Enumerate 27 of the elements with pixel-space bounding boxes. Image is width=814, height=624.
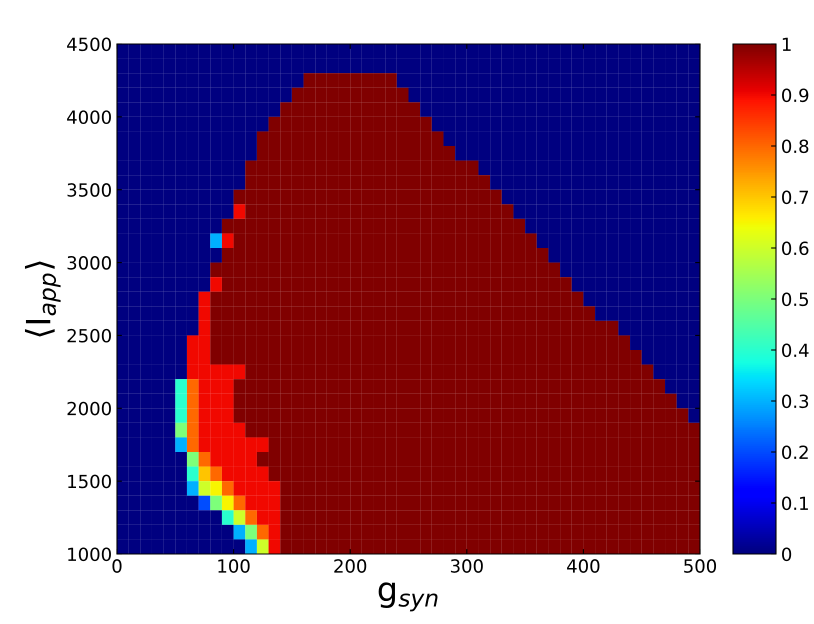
y-tick-label: 4500 <box>67 37 111 52</box>
x-axis-title: g$_{syn}$ <box>378 582 438 612</box>
x-tick-label: 300 <box>450 559 483 573</box>
color-bar-label: 0.6 <box>782 241 808 256</box>
x-tick-label: 0 <box>112 559 122 573</box>
color-bar-label: 0.3 <box>782 394 808 408</box>
y-tick-label: 1000 <box>68 547 111 562</box>
y-tick-label: 4000 <box>67 110 111 124</box>
y-tick-label: 1500 <box>68 474 111 488</box>
color-bar-label: 0.4 <box>782 343 809 358</box>
color-bar-label: 0.9 <box>782 88 808 102</box>
x-tick-label: 100 <box>218 559 250 573</box>
x-tick-label: 200 <box>334 559 366 573</box>
x-tick-label: 400 <box>567 559 600 573</box>
color-bar-label: 1 <box>782 38 791 51</box>
y-tick-label: 3500 <box>68 183 111 197</box>
y-tick-label: 2500 <box>68 328 111 343</box>
y-tick-label: 3000 <box>68 256 111 270</box>
y-axis-title: ⟨I$_{app}$⟩ <box>24 261 61 337</box>
color-bar-label: 0 <box>782 547 792 562</box>
color-bar-label: 0.2 <box>782 445 808 460</box>
x-tick-label: 500 <box>684 559 716 573</box>
color-bar-label: 0.8 <box>782 139 808 154</box>
color-bar-label: 0.7 <box>782 190 808 204</box>
color-bar-label: 0.1 <box>782 496 808 510</box>
color-bar-label: 0.5 <box>782 292 808 306</box>
y-tick-label: 2000 <box>68 402 111 416</box>
